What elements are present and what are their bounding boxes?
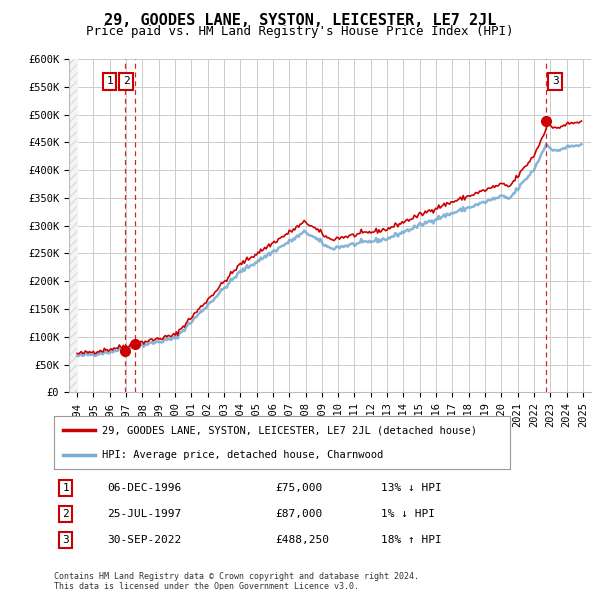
Text: 1: 1	[62, 483, 69, 493]
Text: 29, GOODES LANE, SYSTON, LEICESTER, LE7 2JL (detached house): 29, GOODES LANE, SYSTON, LEICESTER, LE7 …	[102, 425, 477, 435]
Text: 2: 2	[62, 509, 69, 519]
Text: 2: 2	[123, 76, 130, 86]
Text: 1% ↓ HPI: 1% ↓ HPI	[382, 509, 436, 519]
Text: 25-JUL-1997: 25-JUL-1997	[107, 509, 181, 519]
Text: 13% ↓ HPI: 13% ↓ HPI	[382, 483, 442, 493]
Text: Contains HM Land Registry data © Crown copyright and database right 2024.: Contains HM Land Registry data © Crown c…	[54, 572, 419, 581]
Text: £488,250: £488,250	[276, 535, 330, 545]
Text: £75,000: £75,000	[276, 483, 323, 493]
Text: 30-SEP-2022: 30-SEP-2022	[107, 535, 181, 545]
Text: £87,000: £87,000	[276, 509, 323, 519]
Text: 3: 3	[62, 535, 69, 545]
Text: 18% ↑ HPI: 18% ↑ HPI	[382, 535, 442, 545]
Text: HPI: Average price, detached house, Charnwood: HPI: Average price, detached house, Char…	[102, 450, 383, 460]
Text: 29, GOODES LANE, SYSTON, LEICESTER, LE7 2JL: 29, GOODES LANE, SYSTON, LEICESTER, LE7 …	[104, 13, 496, 28]
Text: 1: 1	[106, 76, 113, 86]
Text: Price paid vs. HM Land Registry's House Price Index (HPI): Price paid vs. HM Land Registry's House …	[86, 25, 514, 38]
Text: 06-DEC-1996: 06-DEC-1996	[107, 483, 181, 493]
Text: 3: 3	[552, 76, 559, 86]
Polygon shape	[69, 59, 77, 392]
Text: This data is licensed under the Open Government Licence v3.0.: This data is licensed under the Open Gov…	[54, 582, 359, 590]
